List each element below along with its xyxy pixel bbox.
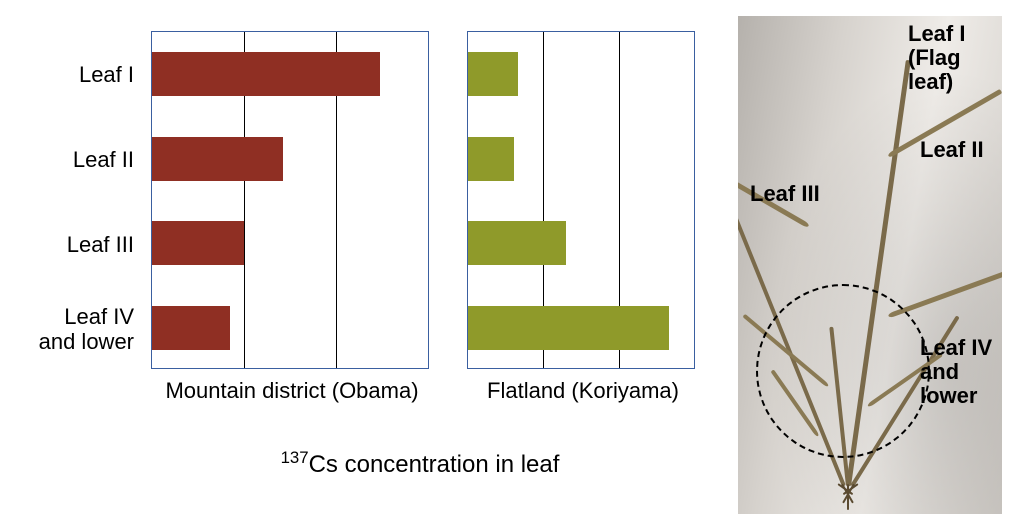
chart-mountain-title: Mountain district (Obama) <box>147 378 437 404</box>
chart-mountain-bar-leaf-4 <box>152 306 230 350</box>
caption-text: Cs concentration in leaf <box>309 451 560 478</box>
plant-label-leaf-2: Leaf II <box>920 138 984 162</box>
ylabel-leaf-2: Leaf II <box>0 147 134 172</box>
chart-mountain <box>151 31 429 369</box>
chart-mountain-bar-leaf-2 <box>152 137 283 181</box>
plant-lower-leaves-circle <box>756 284 930 458</box>
chart-flatland-bar-leaf-4 <box>468 306 669 350</box>
figure-caption: 137Cs concentration in leaf <box>230 448 610 479</box>
ylabel-leaf-1: Leaf I <box>0 62 134 87</box>
figure: Leaf I Leaf II Leaf III Leaf IV and lowe… <box>0 0 1024 528</box>
chart-flatland-bar-leaf-3 <box>468 221 566 265</box>
plant-label-leaf-4: Leaf IV and lower <box>920 336 992 409</box>
plant-photo: Leaf I (Flag leaf) Leaf II Leaf III Leaf… <box>738 16 1002 514</box>
caption-isotope-mass: 137 <box>281 448 309 467</box>
chart-flatland-bar-leaf-2 <box>468 137 514 181</box>
ylabel-leaf-4: Leaf IV and lower <box>0 304 134 355</box>
chart-mountain-bar-leaf-1 <box>152 52 380 96</box>
chart-mountain-bar-leaf-3 <box>152 221 244 265</box>
plant-label-leaf-3: Leaf III <box>750 182 820 206</box>
chart-flatland-bar-leaf-1 <box>468 52 518 96</box>
plant-label-leaf-1: Leaf I (Flag leaf) <box>908 22 965 95</box>
chart-flatland <box>467 31 695 369</box>
chart-flatland-title: Flatland (Koriyama) <box>467 378 699 404</box>
ylabel-leaf-3: Leaf III <box>0 232 134 257</box>
